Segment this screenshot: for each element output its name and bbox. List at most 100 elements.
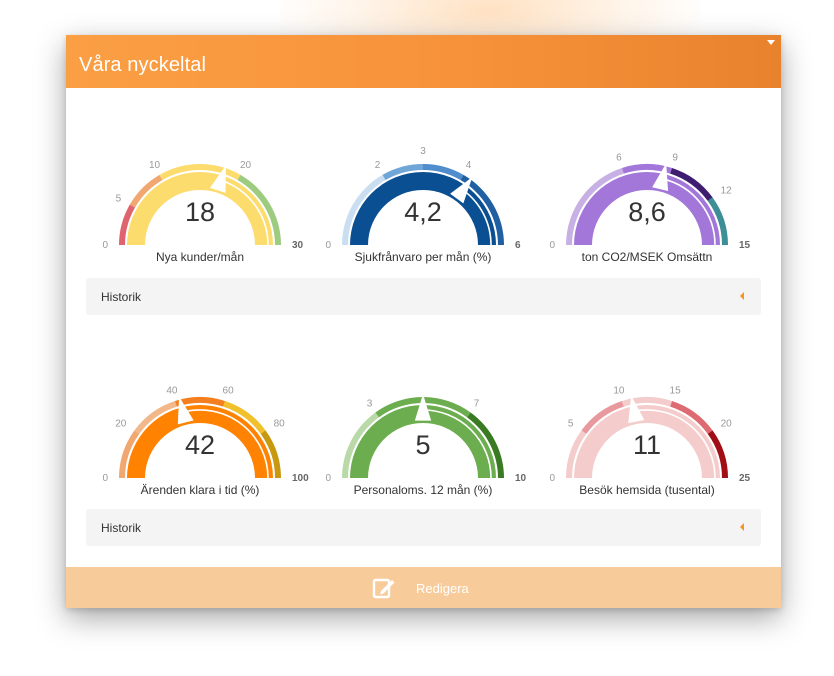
gauge-dial: 0 5 10 20 30 [102, 160, 303, 251]
gauge-band [707, 430, 728, 478]
gauge-tick-label: 7 [474, 398, 480, 409]
gauge-band [159, 163, 241, 181]
kpi-widget: Våra nyckeltal 0 5 10 20 30 18 Nya kunder/må… [66, 35, 781, 608]
gauge-fill-arc [127, 172, 273, 245]
gauge-tick-label: 15 [739, 240, 751, 251]
gauge-value: 5 [415, 430, 431, 460]
gauge-tick-label: 100 [292, 473, 309, 484]
gauge-dial: 0 3 7 10 [325, 394, 527, 484]
caret-left-icon [740, 292, 744, 300]
gauge-pointer [177, 396, 194, 425]
gauge-cases-on-time: 0 20 40 60 80 100 42 Ärenden klara i tid (%) [100, 363, 309, 513]
gauge-band [174, 396, 226, 407]
gauge-tick-label: 3 [367, 398, 373, 409]
gauge-band [129, 174, 163, 208]
gauge-tick-label: 3 [420, 146, 426, 157]
gauge-dial: 0 2 3 4 6 [325, 146, 521, 251]
gauge-fill-arc [350, 405, 496, 478]
gauge-band [134, 400, 177, 434]
gauge-label: ton CO2/MSEK Omsättn [581, 250, 713, 264]
gauge-tick-label: 9 [672, 152, 678, 163]
gauge-fill-arc [127, 405, 273, 478]
gauge-label: Nya kunder/mån [155, 250, 245, 264]
gauge-value: 8,6 [628, 197, 666, 227]
gauge-band [621, 396, 673, 407]
gauge-tick-label: 20 [115, 419, 127, 430]
gauge-tick-label: 80 [274, 419, 286, 430]
gauge-band [670, 167, 713, 201]
gauge-dial: 0 5 10 15 20 25 [549, 385, 750, 484]
gauge-staff-turnover: 0 3 7 10 5 Personaloms. 12 mån (%) [323, 363, 527, 513]
edit-button[interactable]: Redigera [66, 567, 781, 608]
widget-title: Våra nyckeltal [79, 54, 207, 76]
gauge-band [460, 174, 504, 245]
gauge-tick-label: 10 [613, 385, 625, 396]
gauge-value: 11 [632, 430, 662, 460]
gauge-progress-line [422, 409, 492, 479]
history-label: Historik [101, 290, 142, 304]
caret-left-icon [740, 523, 744, 531]
gauge-tick-label: 0 [549, 240, 555, 251]
gauge-tick-label: 25 [739, 473, 751, 484]
gauge-fill-arc [574, 405, 720, 478]
gauge-band [581, 400, 624, 434]
gauge-pointer [450, 177, 473, 204]
gauge-tick-label: 0 [325, 473, 331, 484]
gauge-tick-label: 12 [721, 186, 733, 197]
gauge-tick-label: 5 [568, 419, 574, 430]
gauge-value: 42 [184, 430, 216, 460]
edit-icon [372, 578, 395, 599]
header-menu-caret-icon[interactable] [767, 40, 775, 45]
gauge-label: Personaloms. 12 mån (%) [353, 483, 493, 497]
history-toggle-2[interactable]: Historik [86, 509, 761, 546]
gauge-band [237, 174, 281, 245]
gauge-progress-line [462, 189, 492, 246]
gauge-band [119, 204, 136, 245]
gauge-tick-label: 5 [116, 194, 122, 205]
gauge-band [566, 430, 587, 478]
gauge-tick-label: 30 [292, 240, 304, 251]
gauge-band [223, 400, 266, 434]
gauge-tick-label: 10 [149, 160, 161, 171]
gauge-band [342, 174, 386, 245]
gauge-band [375, 397, 471, 418]
gauge-dial: 0 20 40 60 80 100 [102, 385, 309, 484]
gauge-progress-line [634, 409, 716, 479]
gauge-label: Sjukfrånvaro per mån (%) [354, 250, 492, 264]
gauge-tick-label: 6 [515, 240, 521, 251]
gauge-band [260, 430, 281, 478]
gauge-tick-label: 0 [102, 240, 108, 251]
gauge-tick-label: 0 [549, 473, 555, 484]
gauge-label: Besök hemsida (tusental) [579, 483, 715, 497]
gauge-band [119, 430, 140, 478]
history-toggle-1[interactable]: Historik [86, 278, 761, 315]
gauge-tick-label: 15 [670, 385, 682, 396]
gauge-band [566, 167, 624, 245]
gauge-tick-label: 4 [466, 160, 472, 171]
gauge-progress-line [662, 178, 716, 246]
gauge-tick-label: 0 [325, 240, 331, 251]
gauge-tick-label: 10 [515, 473, 527, 484]
gauge-sick-leave: 0 2 3 4 6 4,2 Sjukfrånvaro per mån (%) [323, 130, 523, 280]
gauge-tick-label: 20 [721, 419, 733, 430]
gauge-dial: 0 6 9 12 15 [549, 152, 750, 251]
gauge-value: 4,2 [404, 197, 442, 227]
gauge-new-customers: 0 5 10 20 30 18 Nya kunder/mån [100, 130, 303, 280]
gauge-co2: 0 6 9 12 15 8,6 ton CO2/MSEK Omsättn [547, 130, 750, 280]
gauge-band [423, 164, 464, 181]
gauge-tick-label: 6 [616, 152, 622, 163]
gauge-tick-label: 2 [375, 160, 381, 171]
gauge-band [342, 412, 379, 478]
gauge-pointer [652, 163, 669, 191]
gauge-tick-label: 0 [102, 473, 108, 484]
widget-header: Våra nyckeltal [66, 35, 781, 88]
gauge-pointer [414, 394, 432, 421]
gauge-progress-line [182, 409, 269, 479]
gauge-band [670, 400, 713, 434]
gauge-band [707, 197, 728, 245]
gauge-band [467, 412, 504, 478]
history-label: Historik [101, 521, 142, 535]
edit-label: Redigera [416, 581, 469, 596]
gauge-band [382, 164, 423, 181]
gauge-value: 18 [184, 197, 216, 227]
